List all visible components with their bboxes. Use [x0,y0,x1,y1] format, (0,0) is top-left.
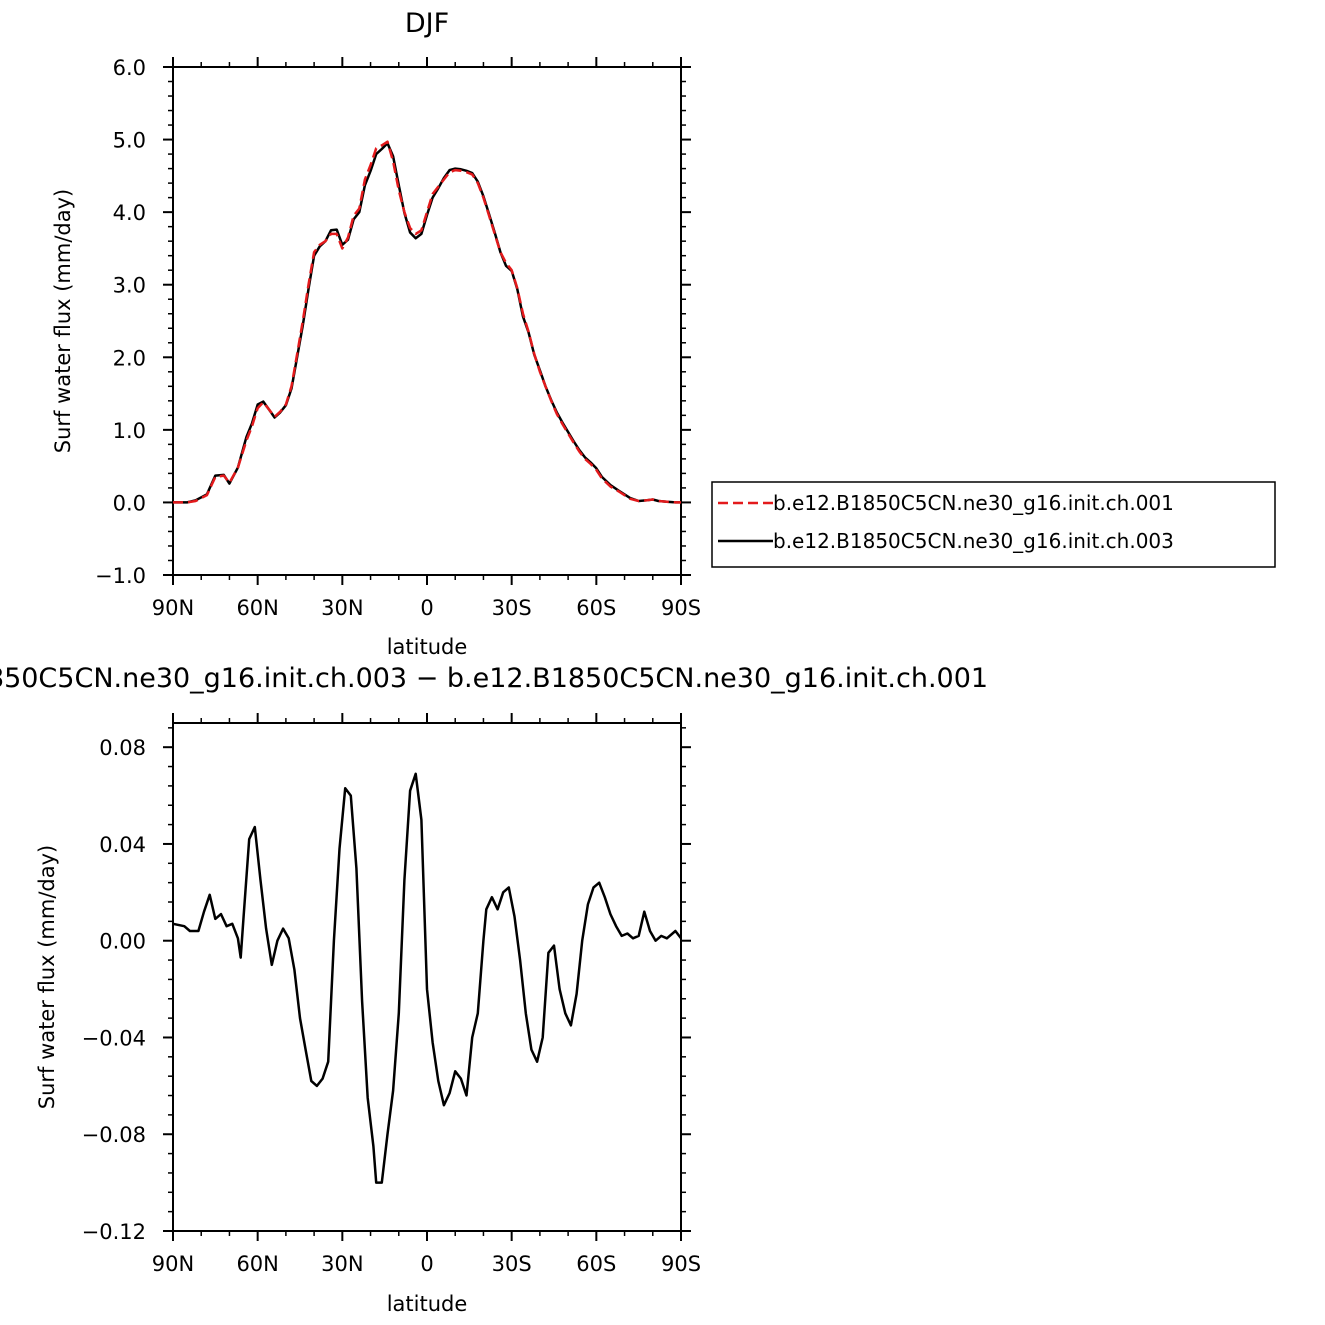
legend-label-series-2: b.e12.B1850C5CN.ne30_g16.init.ch.003 [773,529,1174,553]
top-series-line-1 [173,140,681,504]
top-chart-title: DJF [405,8,449,39]
top-y-axis-label: Surf water flux (mm/day) [51,189,75,454]
top-y-tick-label: 2.0 [113,346,146,370]
bottom-x-tick-label: 60S [576,1252,616,1276]
top-series-line-2 [173,141,681,504]
top-y-tick-label: −1.0 [95,564,146,588]
top-y-tick-label: 1.0 [113,419,146,443]
top-x-tick-label: 90S [661,596,701,620]
top-x-tick-label: 60N [236,596,278,620]
bottom-y-tick-label: −0.04 [82,1026,146,1050]
bottom-chart-title: b.e12.B1850C5CN.ne30_g16.init.ch.003 − b… [0,663,988,694]
legend: b.e12.B1850C5CN.ne30_g16.init.ch.001 b.e… [711,481,1276,568]
bottom-x-axis-label: latitude [387,1292,468,1316]
bottom-series-line-1 [172,772,682,1184]
top-x-tick-label: 0 [420,596,433,620]
top-x-tick-label: 60S [576,596,616,620]
bottom-y-tick-label: 0.04 [99,833,146,857]
top-plot: DJF 90N 60N 30N 0 30S 60S 90S −1.0 0.0 1.0 2.0 3.0 4… [51,8,701,659]
top-y-tick-label: 3.0 [113,274,146,298]
legend-box [711,481,1276,568]
top-y-tick-label: 4.0 [113,201,146,225]
top-x-tick-label: 30S [492,596,532,620]
bottom-y-tick-label: −0.12 [82,1220,146,1244]
top-x-tick-label: 90N [152,596,194,620]
bottom-y-tick-label: 0.00 [99,930,146,954]
bottom-plot: b.e12.B1850C5CN.ne30_g16.init.ch.003 − b… [0,663,988,1316]
bottom-x-tick-label: 90N [152,1252,194,1276]
bottom-x-tick-label: 0 [420,1252,433,1276]
top-x-tick-label: 30N [321,596,363,620]
top-y-tick-label: 6.0 [113,56,146,80]
top-series-lines [173,140,681,504]
bottom-x-tick-label: 30S [492,1252,532,1276]
bottom-series-lines [172,772,682,1184]
top-y-tick-label: 0.0 [113,491,146,515]
bottom-axis-ticks: 90N 60N 30N 0 30S 60S 90S −0.12 −0.08 −0.04 0.00 0.… [82,713,701,1276]
bottom-x-tick-label: 90S [661,1252,701,1276]
top-y-tick-label: 5.0 [113,129,146,153]
bottom-x-tick-label: 60N [236,1252,278,1276]
bottom-y-tick-label: −0.08 [82,1123,146,1147]
legend-label-series-1: b.e12.B1850C5CN.ne30_g16.init.ch.001 [773,491,1174,515]
bottom-x-tick-label: 30N [321,1252,363,1276]
bottom-y-tick-label: 0.08 [99,736,146,760]
top-x-axis-label: latitude [387,635,468,659]
bottom-y-axis-label: Surf water flux (mm/day) [35,845,59,1110]
top-axis-ticks: 90N 60N 30N 0 30S 60S 90S −1.0 0.0 1.0 2.0 3.0 4.0 5.… [95,56,701,620]
top-plot-frame [172,66,682,576]
